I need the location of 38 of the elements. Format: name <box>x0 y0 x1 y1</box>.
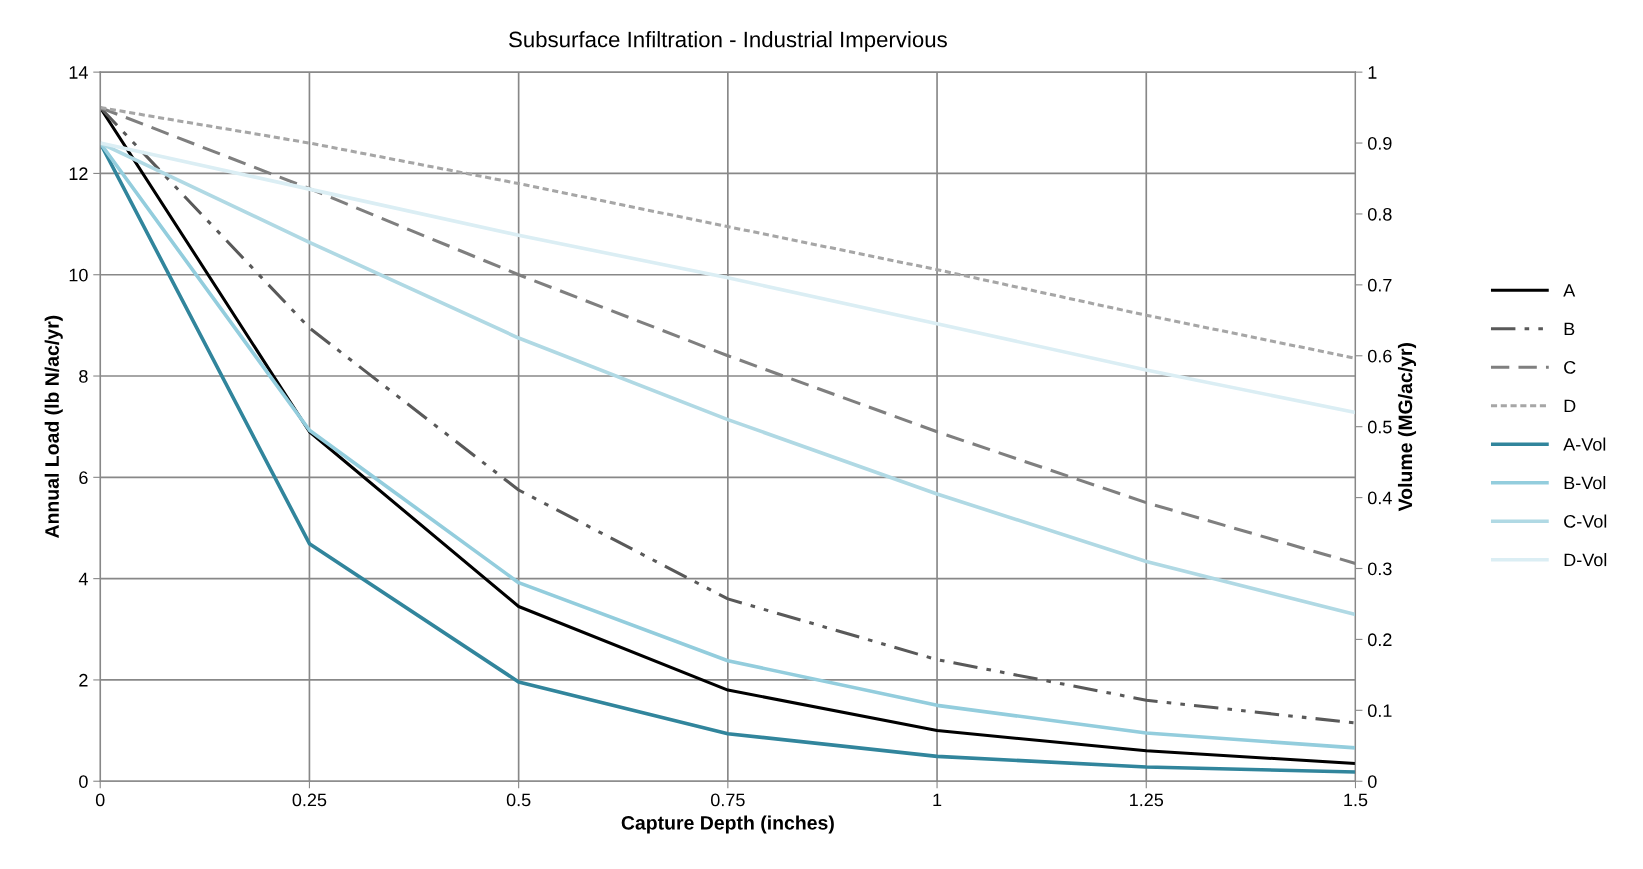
y2-axis-title: Volume (MG/ac/yr) <box>1397 343 1417 512</box>
legend-label: B <box>1564 322 1575 336</box>
x-axis-title: Capture Depth (inches) <box>621 815 834 834</box>
y-axis-title: Annual Load (lb N/ac/yr) <box>44 315 63 538</box>
y2-tick-label: 0.5 <box>1367 420 1392 434</box>
x-tick-label: 0.5 <box>506 793 531 807</box>
y-tick-label: 6 <box>79 471 88 485</box>
legend-label: D <box>1564 399 1576 413</box>
y2-tick-label: 0.7 <box>1367 278 1392 292</box>
x-tick-label: 0.75 <box>710 793 745 807</box>
y2-tick-label: 1 <box>1368 66 1377 79</box>
y2-tick-label: 0.6 <box>1367 349 1392 363</box>
legend-label: A <box>1563 284 1576 297</box>
x-tick-label: 1.25 <box>1130 793 1164 807</box>
legend-label: A-Vol <box>1563 437 1606 451</box>
y-tick-label: 10 <box>69 268 88 282</box>
y2-tick-label: 0.8 <box>1367 207 1392 221</box>
x-tick-label: 0.25 <box>292 793 327 807</box>
legend-label: D-Vol <box>1564 553 1607 567</box>
x-tick-label: 1.5 <box>1344 793 1368 807</box>
y-tick-label: 12 <box>69 167 88 180</box>
y-tick-label: 8 <box>79 369 88 383</box>
y2-tick-label: 0.9 <box>1367 136 1392 150</box>
y-tick-label: 14 <box>69 66 88 79</box>
y2-tick-label: 0.4 <box>1367 491 1392 505</box>
chart-title: Subsurface Infiltration - Industrial Impervious <box>509 31 947 52</box>
y2-tick-label: 0.2 <box>1367 633 1392 647</box>
x-tick-label: 1 <box>933 793 942 807</box>
legend-label: B-Vol <box>1564 476 1606 490</box>
y2-tick-label: 0.1 <box>1367 704 1392 718</box>
x-tick-label: 0 <box>95 793 105 807</box>
legend-label: C <box>1564 360 1576 374</box>
y2-tick-label: 0.3 <box>1367 562 1392 576</box>
y2-tick-label: 0 <box>1367 775 1377 788</box>
legend-label: C-Vol <box>1564 514 1607 528</box>
y-tick-label: 0 <box>79 775 88 788</box>
y-tick-label: 2 <box>79 673 88 687</box>
y-tick-label: 4 <box>78 572 88 586</box>
